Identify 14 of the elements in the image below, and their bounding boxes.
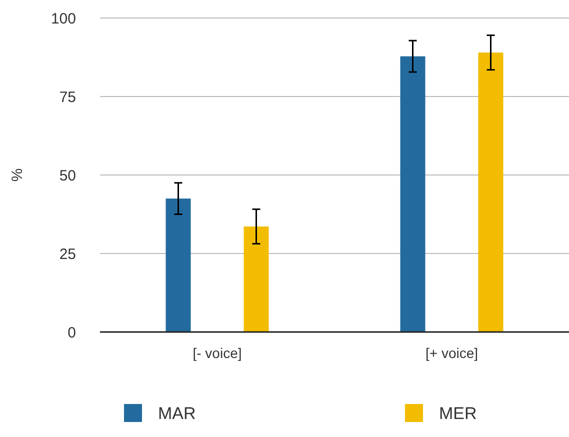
y-tick-label: 25 [59, 246, 76, 263]
bar [400, 56, 426, 332]
bar [244, 226, 269, 332]
y-axis-title: % [9, 168, 26, 182]
bar [166, 198, 191, 332]
x-tick-label: [+ voice] [425, 345, 478, 361]
y-tick-label: 0 [68, 324, 76, 342]
y-tick-label: 75 [59, 88, 76, 106]
legend-label: MAR [158, 404, 196, 423]
legend-label: MER [439, 404, 477, 423]
y-tick-label: 50 [59, 167, 76, 184]
y-tick-label: 100 [50, 10, 76, 28]
x-tick-label: [- voice] [192, 345, 242, 361]
bar [478, 52, 504, 332]
